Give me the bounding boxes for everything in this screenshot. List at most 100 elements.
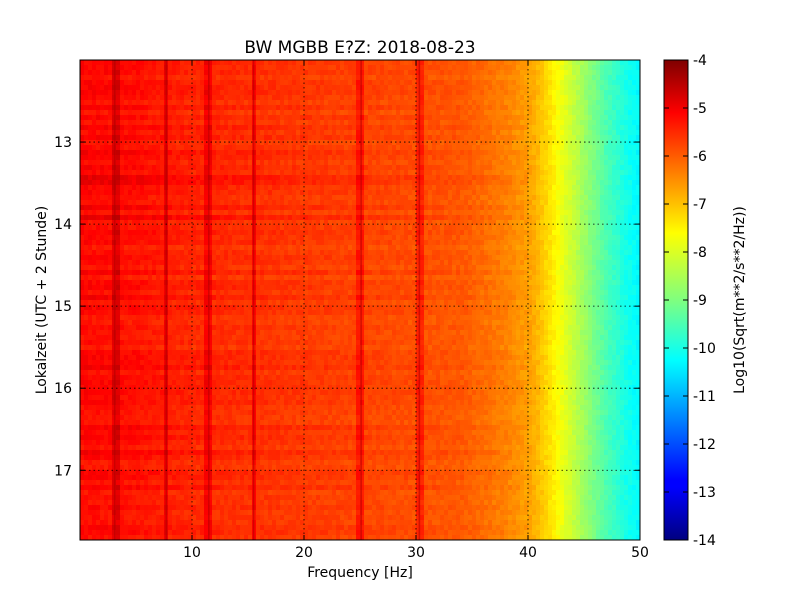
heatmap-cell [248,220,253,226]
heatmap-cell [332,85,337,91]
heatmap-cell [248,125,253,131]
heatmap-cell [264,85,269,91]
heatmap-cell [360,130,365,136]
heatmap-cell [380,165,385,171]
heatmap-cell [228,225,233,231]
heatmap-cell [580,125,585,131]
heatmap-cell [288,230,293,236]
heatmap-cell [304,235,309,241]
heatmap-cell [348,160,353,166]
heatmap-cell [92,90,97,96]
heatmap-cell [128,80,133,86]
heatmap-cell [452,100,457,106]
heatmap-cell [140,85,145,91]
heatmap-cell [104,100,109,106]
heatmap-cell [308,150,313,156]
heatmap-cell [168,210,173,216]
heatmap-cell [564,160,569,166]
heatmap-cell [304,95,309,101]
heatmap-cell [464,75,469,81]
heatmap-cell [352,70,357,76]
heatmap-cell [84,60,89,66]
heatmap-cell [152,150,157,156]
heatmap-cell [564,65,569,71]
heatmap-cell [144,65,149,71]
heatmap-cell [304,100,309,106]
heatmap-cell [100,195,105,201]
heatmap-cell [168,160,173,166]
heatmap-cell [568,120,573,126]
heatmap-cell [396,115,401,121]
heatmap-cell [316,125,321,131]
heatmap-cell [176,80,181,86]
heatmap-cell [356,60,361,66]
heatmap-cell [536,195,541,201]
heatmap-cell [304,155,309,161]
heatmap-cell [492,130,497,136]
heatmap-cell [156,75,161,81]
heatmap-cell [132,180,137,186]
heatmap-cell [472,125,477,131]
heatmap-cell [216,75,221,81]
heatmap-cell [216,220,221,226]
heatmap-cell [260,70,265,76]
heatmap-cell [576,205,581,211]
heatmap-cell [428,170,433,176]
heatmap-cell [328,170,333,176]
heatmap-cell [232,100,237,106]
heatmap-cell [212,110,217,116]
heatmap-cell [360,165,365,171]
heatmap-cell [204,60,209,66]
heatmap-cell [320,135,325,141]
heatmap-cell [612,105,617,111]
heatmap-cell [244,65,249,71]
heatmap-cell [632,200,637,206]
heatmap-cell [284,155,289,161]
heatmap-cell [192,125,197,131]
heatmap-cell [128,150,133,156]
heatmap-cell [524,150,529,156]
heatmap-cell [528,145,533,151]
heatmap-cell [396,235,401,241]
heatmap-cell [572,125,577,131]
heatmap-cell [456,180,461,186]
heatmap-cell [104,85,109,91]
heatmap-cell [268,130,273,136]
heatmap-cell [384,65,389,71]
heatmap-cell [232,210,237,216]
heatmap-cell [556,120,561,126]
heatmap-cell [180,200,185,206]
heatmap-cell [620,145,625,151]
heatmap-cell [536,185,541,191]
heatmap-cell [532,175,537,181]
heatmap-cell [508,160,513,166]
heatmap-cell [160,75,165,81]
heatmap-cell [556,190,561,196]
heatmap-cell [292,100,297,106]
heatmap-cell [168,140,173,146]
heatmap-cell [188,200,193,206]
heatmap-cell [480,180,485,186]
heatmap-cell [368,105,373,111]
heatmap-cell [428,70,433,76]
heatmap-cell [596,145,601,151]
heatmap-cell [92,235,97,241]
heatmap-cell [328,180,333,186]
heatmap-cell [120,190,125,196]
heatmap-cell [496,75,501,81]
heatmap-cell [372,220,377,226]
heatmap-cell [372,125,377,131]
heatmap-cell [232,140,237,146]
heatmap-cell [404,165,409,171]
heatmap-cell [440,190,445,196]
heatmap-cell [288,170,293,176]
heatmap-cell [316,80,321,86]
heatmap-cell [260,170,265,176]
heatmap-cell [404,60,409,66]
heatmap-cell [588,210,593,216]
heatmap-cell [580,135,585,141]
heatmap-cell [568,160,573,166]
heatmap-cell [628,210,633,216]
heatmap-cell [312,70,317,76]
heatmap-cell [504,215,509,221]
